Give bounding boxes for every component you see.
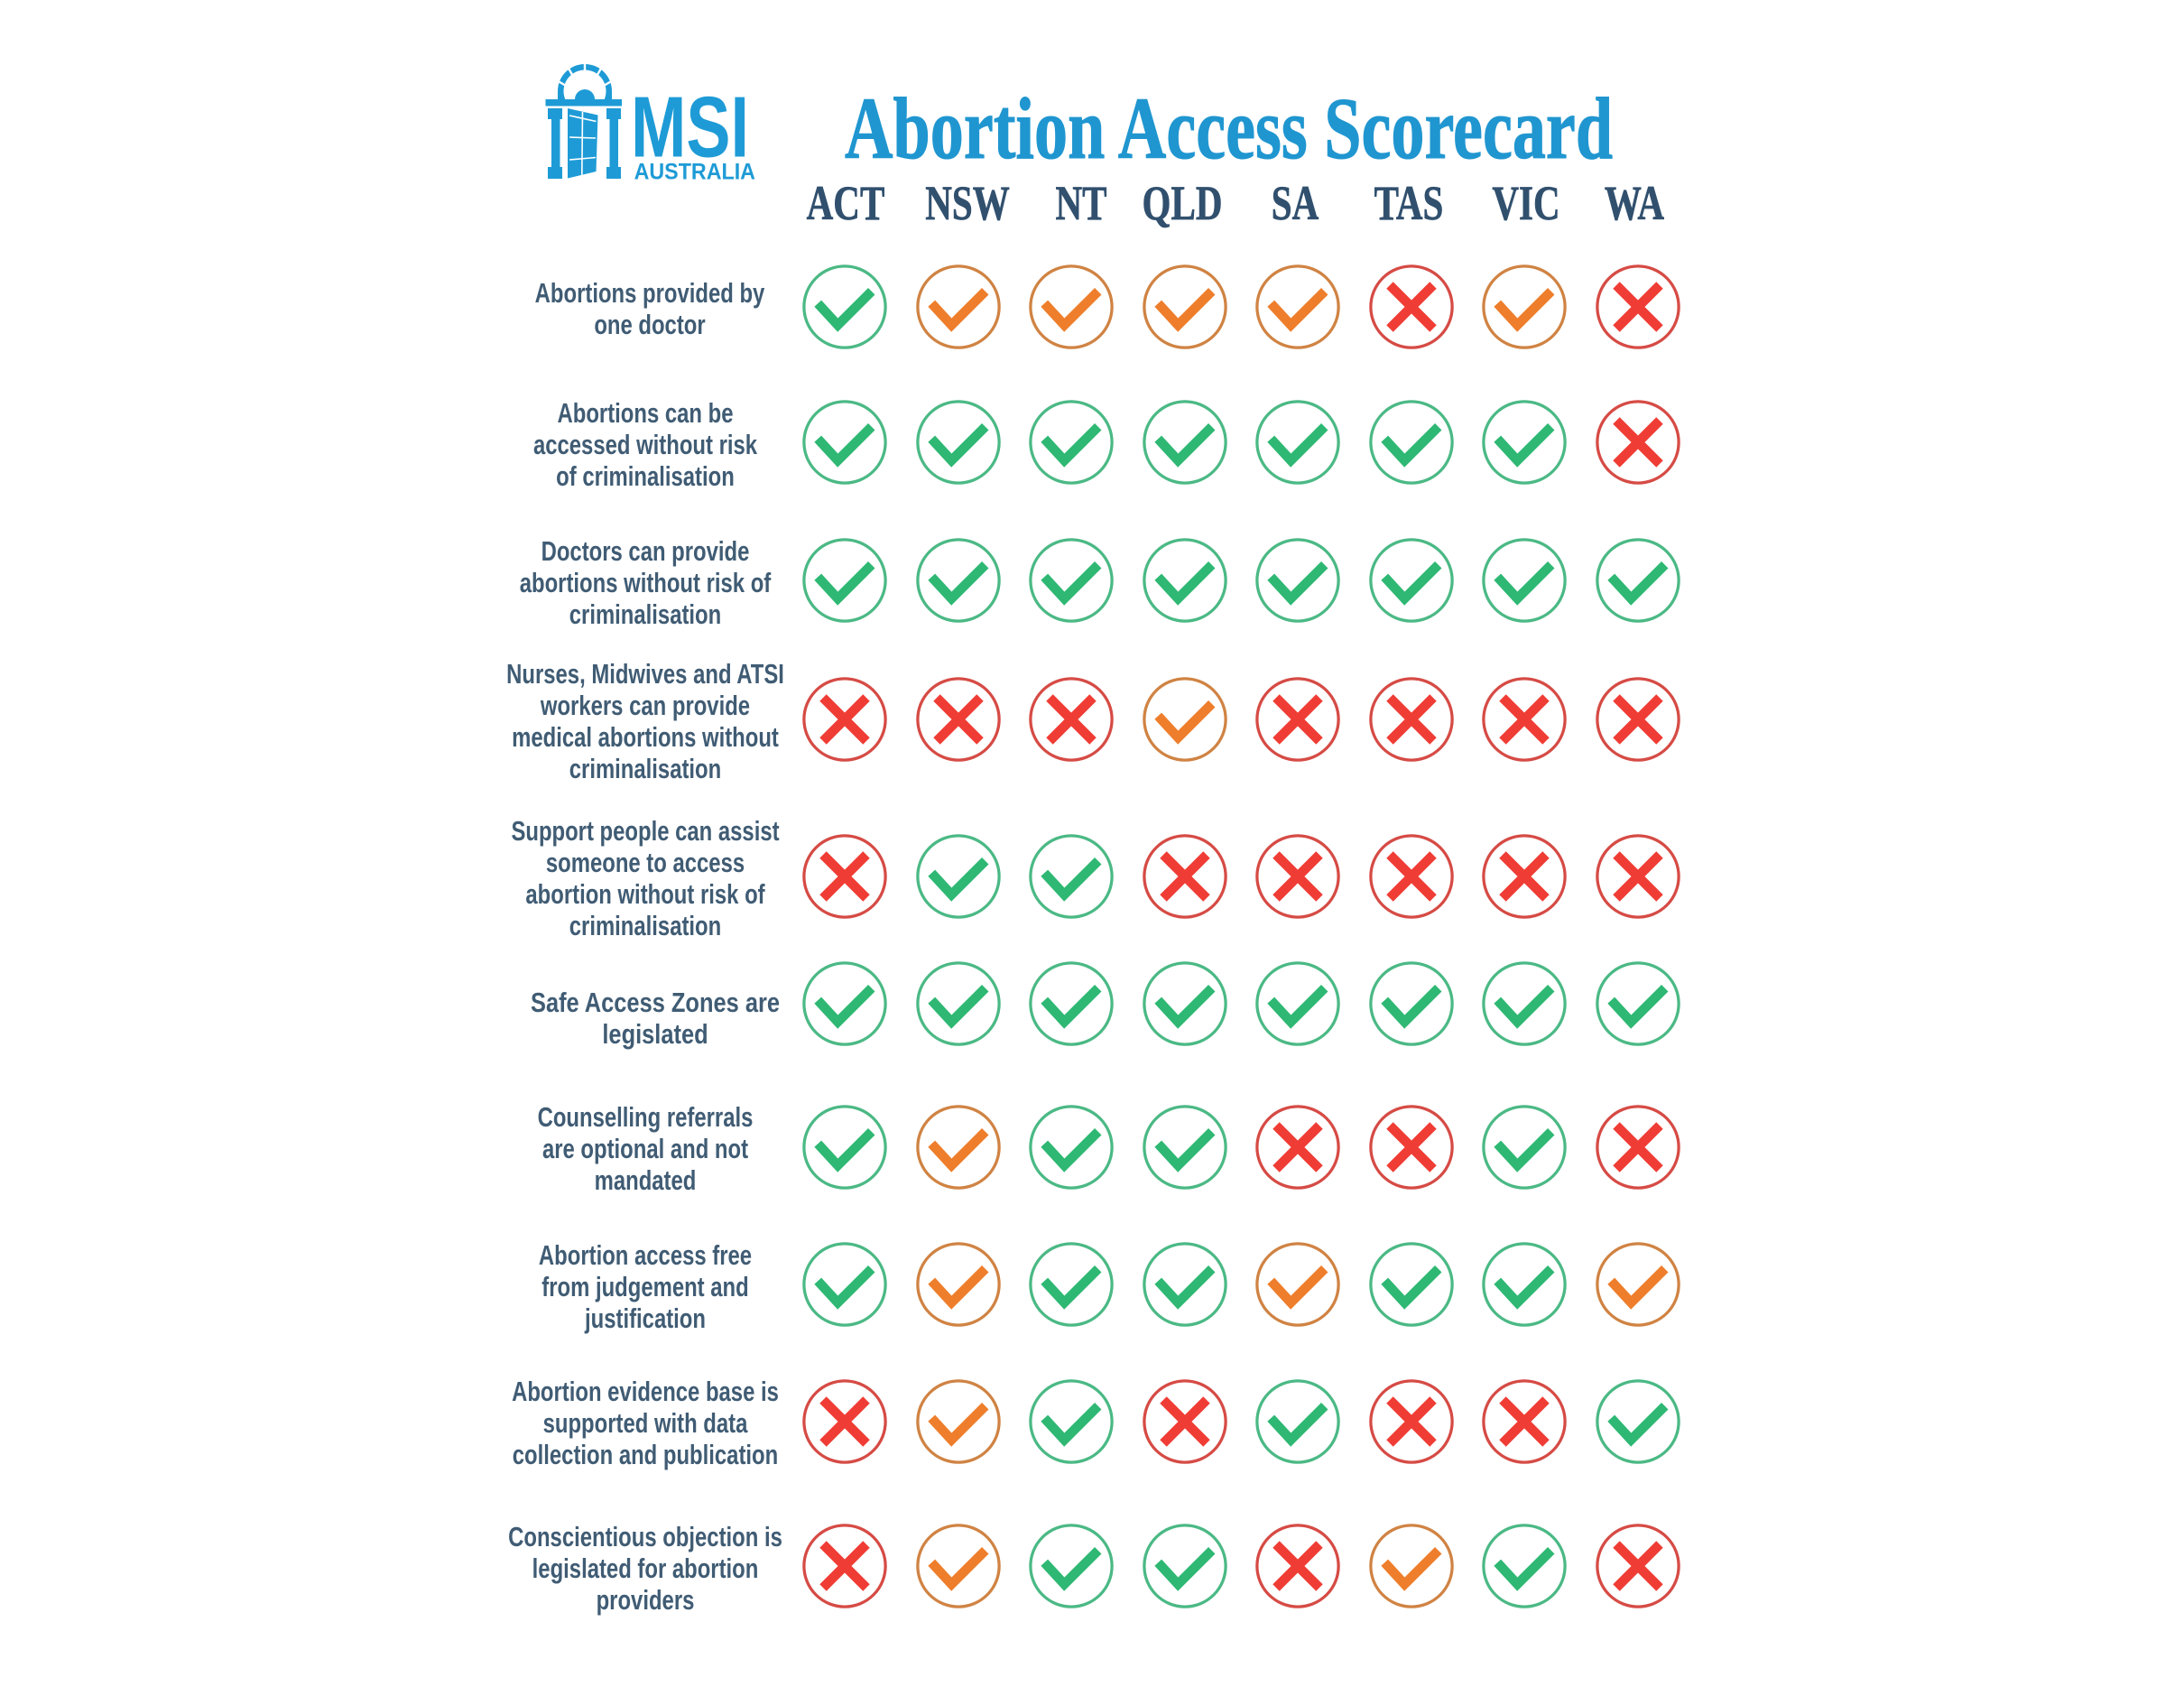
svg-text:AUSTRALIA: AUSTRALIA [634,160,755,185]
svg-text:MSI: MSI [631,79,749,176]
